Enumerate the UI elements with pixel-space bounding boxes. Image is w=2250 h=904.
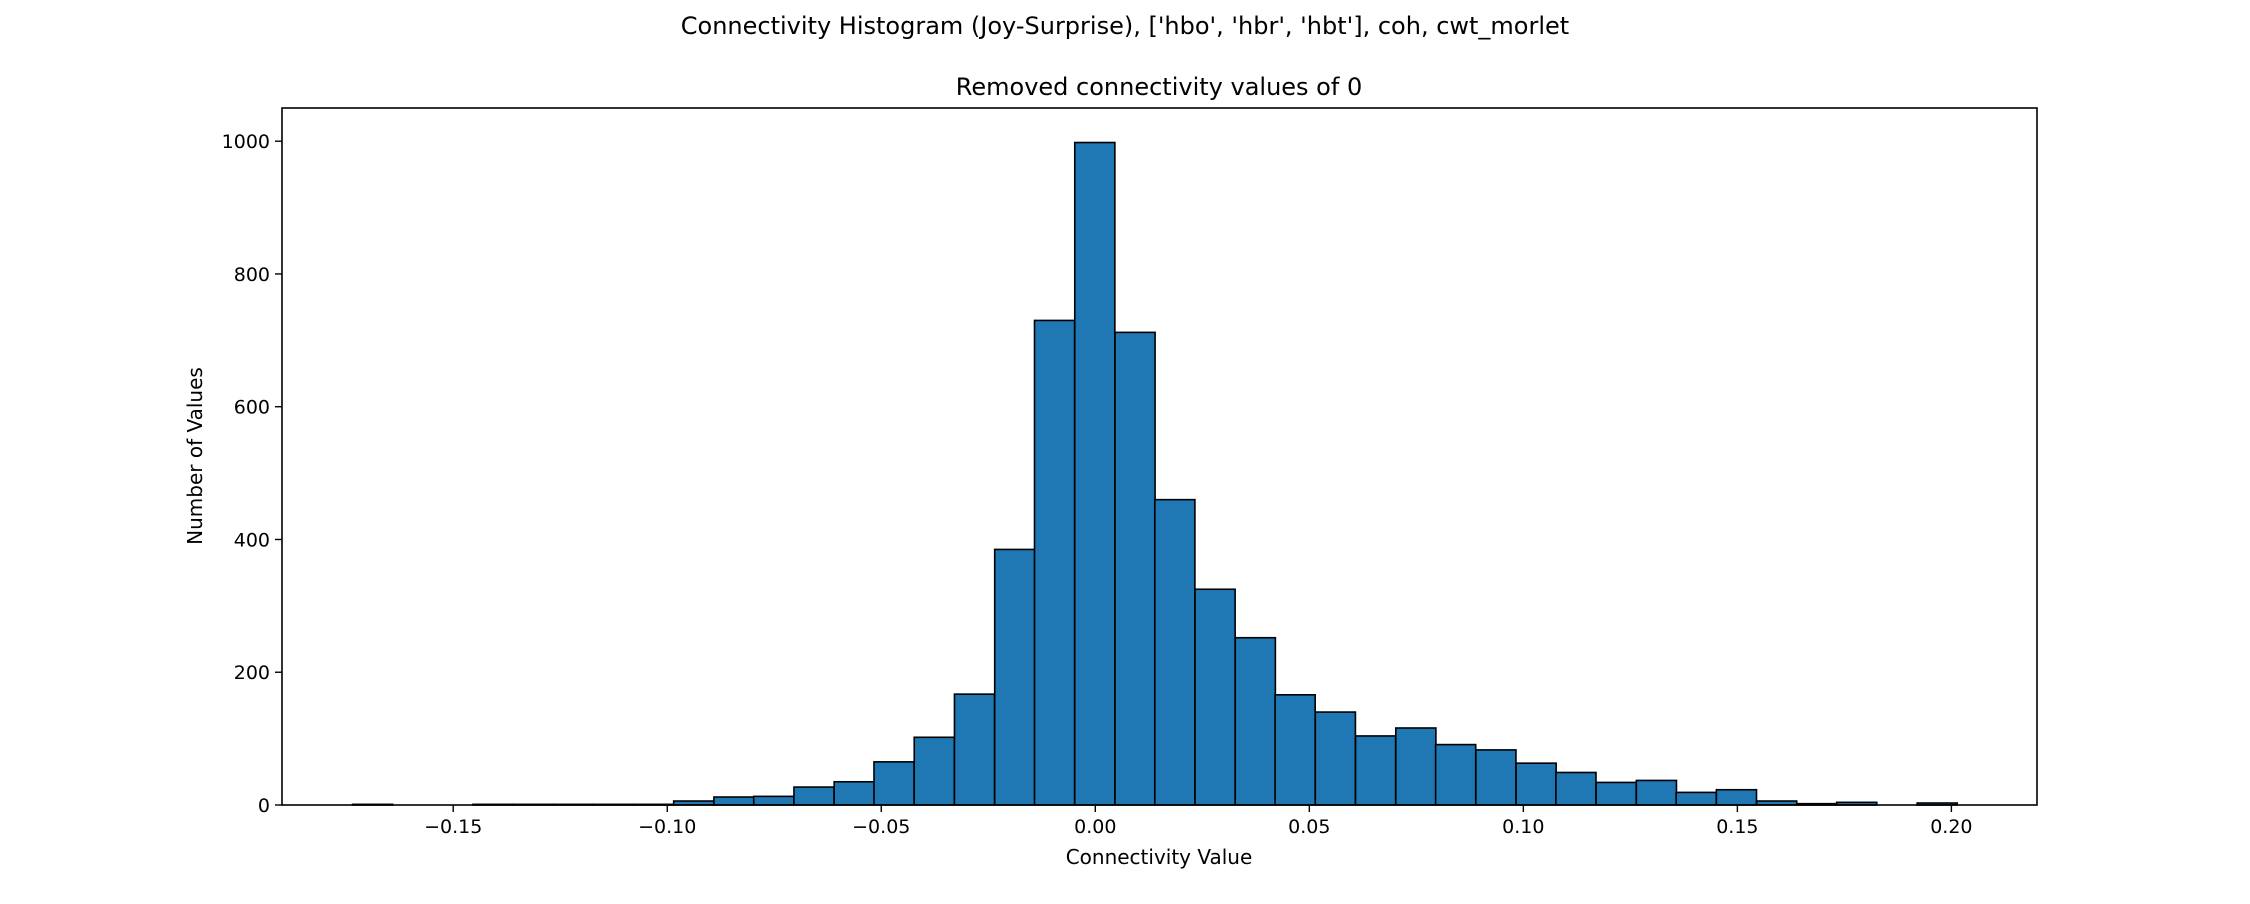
y-tick-label: 0 (258, 795, 270, 817)
histogram-bar (1555, 771, 1597, 806)
x-tick-label: −0.15 (424, 816, 482, 838)
x-tick-label: −0.10 (638, 816, 696, 838)
histogram-bar (1354, 735, 1397, 806)
axes-frame (281, 107, 2038, 806)
y-tick-label: 800 (234, 264, 270, 286)
x-tick-label: 0.20 (1930, 816, 1972, 838)
histogram-bar (1675, 791, 1718, 806)
histogram-bar (1153, 498, 1196, 806)
histogram-bar (993, 548, 1036, 806)
histogram-bar (1595, 781, 1638, 806)
histogram-bar (1274, 694, 1316, 806)
histogram-bar (1715, 788, 1758, 806)
histogram-bar (1033, 319, 1076, 806)
histogram-bar (752, 795, 795, 806)
histogram-bar (1314, 711, 1357, 806)
histogram-bar (1073, 141, 1116, 806)
histogram-bar (1114, 331, 1156, 806)
histogram-bar (1515, 762, 1557, 806)
y-tick-label: 1000 (222, 131, 270, 153)
x-tick-label: −0.05 (852, 816, 910, 838)
histogram-bar (833, 780, 876, 806)
x-axis-label: Connectivity Value (1066, 845, 1253, 869)
x-tick-label: 0.00 (1074, 816, 1116, 838)
histogram-bar (713, 796, 755, 806)
x-tick-label: 0.15 (1716, 816, 1758, 838)
histogram-bar (793, 786, 835, 806)
y-tick-label: 600 (234, 397, 270, 419)
y-axis-ticks: 0 200 400 600 800 1000 (222, 131, 282, 817)
bars-group (351, 141, 1959, 806)
histogram-bar (1635, 779, 1678, 806)
x-tick-label: 0.05 (1288, 816, 1330, 838)
x-axis-ticks: −0.15 −0.10 −0.05 0.00 0.05 0.10 0.15 0.20 (424, 805, 1973, 838)
y-axis-label: Number of Values (183, 367, 207, 545)
histogram-bar (1394, 727, 1437, 806)
histogram-bar (873, 761, 915, 806)
histogram-bar (1194, 588, 1236, 806)
chart-suptitle: Connectivity Histogram (Joy-Surprise), [… (680, 12, 1570, 40)
histogram-bar (1234, 636, 1277, 806)
y-tick-label: 400 (234, 529, 270, 551)
x-tick-label: 0.10 (1502, 816, 1544, 838)
axes-title: Removed connectivity values of 0 (956, 73, 1362, 101)
y-tick-label: 200 (234, 662, 270, 684)
histogram-bar (1475, 749, 1517, 806)
histogram-bar (913, 736, 956, 806)
histogram-bar (1434, 743, 1477, 806)
histogram-bar (953, 693, 996, 806)
